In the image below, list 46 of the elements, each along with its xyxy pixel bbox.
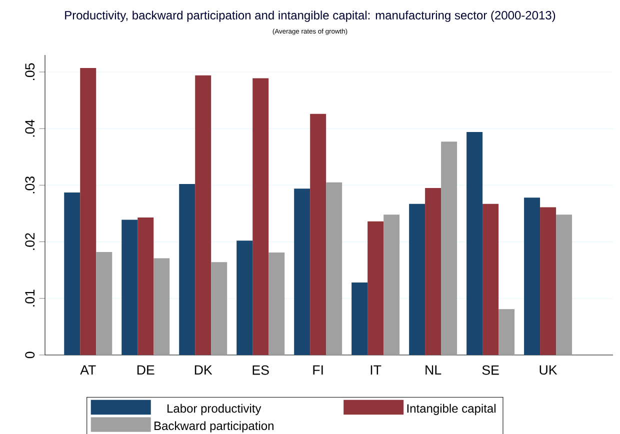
x-tick-label: NL — [426, 365, 442, 375]
bar — [540, 207, 556, 355]
bar — [179, 184, 196, 355]
bar — [154, 258, 170, 355]
bar — [498, 309, 515, 355]
bar — [195, 75, 212, 355]
x-tick-label: AT — [80, 365, 96, 375]
x-tick-label: ES — [252, 365, 269, 375]
bar — [524, 198, 540, 355]
y-tick-label: .02 — [25, 233, 35, 250]
bar — [122, 220, 138, 355]
bar — [138, 217, 154, 355]
x-tick-label: DE — [137, 365, 154, 375]
bar — [268, 252, 285, 355]
legend-label: Labor productivity — [168, 404, 262, 416]
legend-label: Backward participation — [154, 421, 274, 432]
bar — [466, 132, 483, 355]
bar — [441, 142, 458, 355]
x-tick-label: IT — [370, 365, 382, 375]
bar — [64, 192, 80, 355]
bar — [384, 214, 400, 355]
bar — [556, 214, 572, 355]
y-tick-label: 0 — [25, 352, 35, 358]
bar — [310, 114, 326, 355]
y-tick-label: .03 — [25, 176, 35, 194]
y-tick-label: .04 — [25, 120, 35, 137]
bar — [252, 78, 269, 355]
bar — [409, 204, 426, 355]
x-tick-label: DK — [194, 365, 212, 375]
bar — [326, 182, 342, 355]
y-tick-label: .01 — [25, 290, 35, 306]
bar — [368, 221, 384, 355]
chart-title: Productivity, backward participation and intangible capital: manufacturing sector (2000-2013) — [65, 10, 556, 22]
bar — [425, 188, 442, 355]
x-tick-label: UK — [540, 365, 558, 375]
legend-label: Intangible capital — [407, 404, 496, 416]
y-tick-label: .05 — [25, 63, 35, 80]
bar — [211, 262, 228, 355]
bar — [294, 188, 310, 355]
x-tick-label: SE — [482, 365, 499, 375]
x-tick-label: FI — [313, 365, 323, 375]
bar — [236, 240, 253, 355]
bar — [352, 282, 368, 355]
bar — [482, 204, 499, 355]
bar — [96, 252, 112, 355]
bar — [80, 68, 96, 355]
